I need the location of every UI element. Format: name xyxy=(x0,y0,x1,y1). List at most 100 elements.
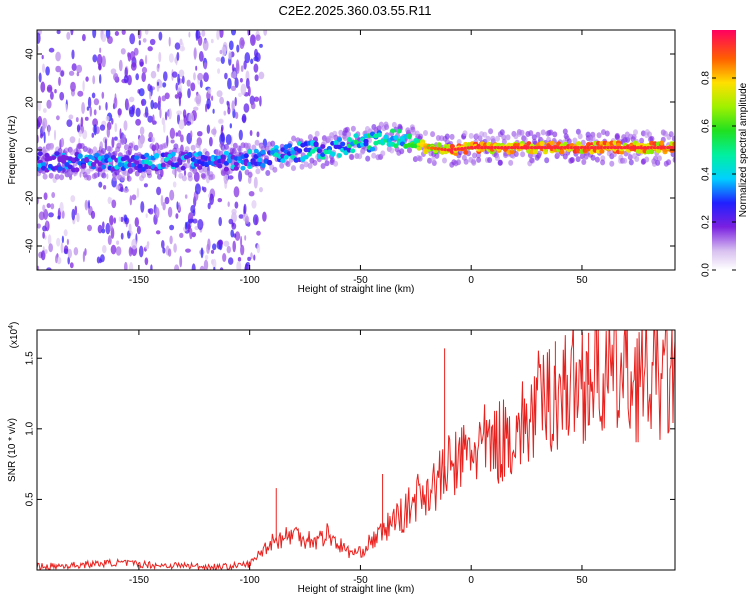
spectral-noise-cell xyxy=(38,72,42,83)
spectral-noise-cell xyxy=(151,136,155,143)
spectral-noise-cell xyxy=(240,235,243,248)
spectral-noise-cell xyxy=(142,38,147,43)
snr-xtick-label: 0 xyxy=(468,575,474,586)
spectral-noise-cell xyxy=(56,237,61,247)
spectral-noise-cell xyxy=(259,187,263,193)
spectral-peak-cell xyxy=(666,146,671,150)
spectral-ridge-cell xyxy=(67,164,73,170)
spectral-ridge-cell xyxy=(559,149,565,155)
snr-xtick-label: -100 xyxy=(240,575,260,586)
spectral-noise-cell xyxy=(236,44,240,53)
spectral-noise-cell xyxy=(234,201,239,209)
spectral-halo-cell xyxy=(88,148,94,155)
spectral-halo-cell xyxy=(285,161,291,167)
spectral-halo-cell xyxy=(423,130,428,136)
spectral-noise-cell xyxy=(125,98,129,110)
spectral-noise-cell xyxy=(200,247,204,259)
spectral-noise-cell xyxy=(250,34,256,46)
spectral-ridge-cell xyxy=(393,143,399,149)
spectral-halo-cell xyxy=(499,129,505,136)
spectral-halo-cell xyxy=(224,143,229,150)
spectral-noise-cell xyxy=(71,208,76,221)
spectral-noise-cell xyxy=(129,195,133,206)
spectral-noise-cell xyxy=(37,101,42,112)
spectral-noise-cell xyxy=(106,126,111,138)
spectral-halo-cell xyxy=(178,172,184,179)
spectral-halo-cell xyxy=(430,156,436,163)
spectral-noise-cell xyxy=(247,176,252,184)
spectral-halo-cell xyxy=(314,130,320,137)
spectral-halo-cell xyxy=(200,172,206,179)
spectral-noise-cell xyxy=(84,199,89,211)
spectral-noise-cell xyxy=(244,215,250,224)
spectral-halo-cell xyxy=(495,135,500,142)
spectral-halo-cell xyxy=(246,142,252,149)
spectral-noise-cell xyxy=(253,254,256,261)
spectral-noise-cell xyxy=(231,30,236,36)
spectral-noise-cell xyxy=(101,228,106,234)
spectral-noise-cell xyxy=(92,118,98,127)
spectral-halo-cell xyxy=(303,161,309,168)
spectral-halo-cell xyxy=(333,160,339,167)
spectral-noise-cell xyxy=(46,203,51,209)
spectral-peak-cell xyxy=(659,146,665,150)
spectral-noise-cell xyxy=(127,52,131,58)
spectral-noise-cell xyxy=(50,91,54,100)
spectral-halo-cell xyxy=(48,172,54,179)
spectral-halo-cell xyxy=(604,130,610,137)
spectral-noise-cell xyxy=(177,91,183,99)
spectral-halo-cell xyxy=(371,152,377,159)
spectral-noise-cell xyxy=(155,230,161,235)
spectral-noise-cell xyxy=(234,96,237,107)
spectral-noise-cell xyxy=(128,223,132,234)
spectral-ridge-cell xyxy=(260,149,266,155)
spectral-halo-cell xyxy=(112,175,118,182)
spectral-halo-cell xyxy=(365,155,371,162)
spectral-noise-cell xyxy=(71,63,77,71)
spectral-noise-cell xyxy=(211,128,217,135)
spectral-noise-cell xyxy=(170,139,175,144)
spectral-noise-cell xyxy=(190,130,193,139)
snr-frame xyxy=(36,329,676,571)
spectral-noise-cell xyxy=(248,191,255,197)
spectral-noise-cell xyxy=(128,246,133,257)
spectral-noise-cell xyxy=(254,74,259,82)
spectral-ridge-cell xyxy=(290,150,296,156)
spectral-noise-cell xyxy=(43,108,47,113)
spectral-noise-cell xyxy=(42,231,45,239)
spectral-noise-cell xyxy=(253,63,259,73)
spectral-noise-cell xyxy=(102,245,107,254)
spectral-noise-cell xyxy=(48,212,54,218)
spectral-noise-cell xyxy=(85,76,89,82)
spectral-noise-cell xyxy=(138,137,144,149)
spectral-ridge-cell xyxy=(37,151,43,157)
spectral-noise-cell xyxy=(138,245,144,258)
spectral-noise-cell xyxy=(156,186,162,196)
spectral-noise-cell xyxy=(199,79,203,88)
spectrogram-ylabel: Frequency (Hz) xyxy=(7,116,18,185)
snr-ytick-label: 1.0 xyxy=(25,421,36,435)
spectral-halo-cell xyxy=(497,159,503,166)
spectral-halo-cell xyxy=(590,154,596,161)
spectral-ridge-cell xyxy=(303,154,309,160)
spectral-ridge-cell xyxy=(44,152,50,158)
spectral-noise-cell xyxy=(217,239,224,246)
spectral-noise-cell xyxy=(228,40,234,51)
spectral-noise-cell xyxy=(175,82,178,91)
spectral-halo-cell xyxy=(270,140,276,147)
spectral-halo-cell xyxy=(344,126,350,133)
spectral-noise-cell xyxy=(230,85,237,91)
snr-ytick-label: 0.5 xyxy=(25,492,36,506)
spectral-ridge-cell xyxy=(340,141,346,147)
spectral-ridge-cell xyxy=(51,155,57,161)
spectral-noise-cell xyxy=(115,246,122,256)
spectral-halo-cell xyxy=(101,172,107,179)
spectral-noise-cell xyxy=(217,68,221,74)
colorbar-tick-label: 0.0 xyxy=(701,263,712,277)
spectral-halo-cell xyxy=(204,151,210,157)
spectral-ridge-cell xyxy=(37,156,40,161)
spectral-noise-cell xyxy=(76,72,80,77)
spectral-halo-cell xyxy=(490,135,496,142)
spectral-noise-cell xyxy=(172,181,177,188)
spectral-halo-cell xyxy=(647,131,652,138)
